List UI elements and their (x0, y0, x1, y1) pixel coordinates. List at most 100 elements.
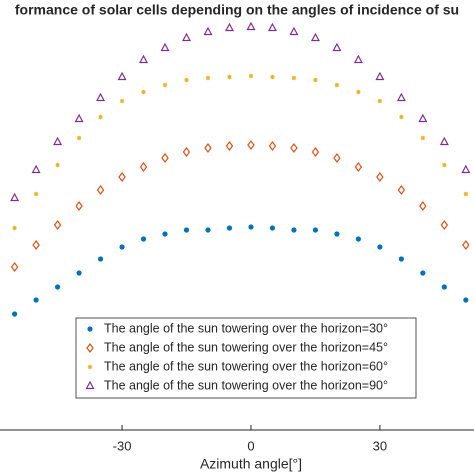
point (398, 256, 404, 262)
point (291, 75, 297, 81)
point (75, 201, 83, 211)
point (333, 153, 341, 163)
point (162, 231, 168, 237)
point (224, 22, 234, 32)
point (204, 143, 212, 153)
point (139, 162, 148, 172)
x-tick-label: 30 (373, 438, 387, 453)
legend-label: The angle of the sun towering over the h… (104, 359, 388, 373)
point (76, 270, 82, 276)
point (268, 141, 277, 151)
legend-marker (87, 364, 93, 370)
legend-label: The angle of the sun towering over the h… (104, 340, 388, 354)
point (10, 262, 19, 272)
point (420, 135, 426, 141)
point (396, 92, 406, 102)
point (332, 42, 342, 52)
point (226, 225, 233, 231)
point (418, 113, 428, 123)
point (76, 135, 82, 141)
point (160, 42, 170, 52)
legend-label: The angle of the sun towering over the h… (104, 321, 388, 335)
point (203, 26, 213, 36)
point (182, 147, 191, 157)
point (289, 26, 299, 36)
point (461, 164, 471, 174)
point (205, 75, 211, 81)
point (420, 270, 426, 276)
x-tick-label: 0 (247, 438, 254, 453)
point (270, 74, 275, 80)
point (53, 136, 63, 146)
point (33, 191, 39, 197)
point (397, 185, 406, 195)
point (291, 227, 297, 233)
point (334, 82, 340, 88)
point (247, 140, 255, 150)
point (10, 192, 20, 202)
x-tick-label: -30 (113, 438, 132, 453)
point (31, 164, 41, 174)
point (267, 22, 277, 32)
point (463, 297, 469, 303)
point (353, 54, 363, 64)
point (182, 32, 192, 42)
point (117, 71, 127, 81)
legend-marker (86, 343, 94, 353)
point (184, 77, 189, 83)
point (96, 92, 106, 102)
point (375, 71, 385, 81)
legend-marker (85, 380, 95, 390)
point (53, 220, 62, 230)
point (161, 153, 169, 163)
point (376, 172, 384, 182)
point (354, 162, 363, 172)
legend-marker (87, 326, 93, 332)
point (248, 224, 254, 230)
point (269, 225, 276, 231)
chart-title: formance of solar cells depending on the… (15, 2, 459, 18)
point (442, 162, 447, 168)
point (377, 98, 383, 104)
point (441, 284, 447, 290)
point (440, 220, 449, 230)
point (334, 231, 340, 237)
point (225, 141, 234, 151)
point (313, 77, 318, 83)
point (54, 284, 61, 290)
point (205, 227, 211, 233)
legend-box (75, 317, 417, 399)
point (118, 172, 126, 182)
point (310, 32, 320, 42)
point (97, 256, 104, 262)
point (248, 73, 254, 79)
point (119, 244, 125, 250)
point (12, 225, 17, 231)
point (290, 143, 298, 153)
point (227, 74, 232, 80)
legend: The angle of the sun towering over the h… (75, 317, 417, 399)
point (462, 240, 470, 250)
x-axis-label: Azimuth angle[°] (200, 456, 302, 472)
point (183, 227, 190, 233)
point (162, 82, 168, 88)
point (33, 297, 39, 303)
point (96, 184, 105, 196)
point (246, 21, 256, 31)
point (356, 89, 361, 95)
point (355, 236, 362, 242)
point (439, 136, 449, 146)
point (139, 54, 149, 64)
point (74, 113, 84, 123)
point (463, 191, 469, 197)
point (311, 147, 320, 157)
legend-label: The angle of the sun towering over the h… (104, 378, 388, 392)
point (399, 114, 404, 120)
point (12, 311, 18, 317)
point (141, 89, 146, 95)
point (55, 162, 60, 168)
point (377, 244, 383, 250)
point (119, 98, 125, 104)
point (32, 240, 40, 250)
point (312, 227, 319, 233)
